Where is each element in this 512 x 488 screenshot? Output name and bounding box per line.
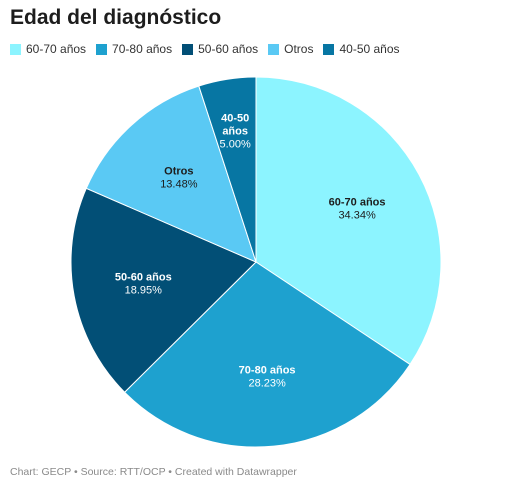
legend-label: Otros (284, 42, 314, 56)
slice-category-label: años (222, 125, 248, 137)
slice-value-label: 13.48% (160, 179, 198, 191)
legend-item: 60-70 años (10, 42, 86, 56)
slice-category-label: 50-60 años (115, 272, 172, 284)
legend-item: Otros (268, 42, 313, 56)
pie-slice (123, 261, 411, 448)
legend-swatch (323, 43, 335, 55)
legend-label: 40-50 años (339, 42, 400, 56)
chart-title: Edad del diagnóstico (10, 6, 222, 29)
slice-value-label: 5.00% (220, 138, 251, 150)
slice-category-label: 40-50 (221, 112, 249, 124)
legend-item: 40-50 años (323, 42, 400, 56)
slice-category-label: 60-70 años (329, 196, 386, 208)
pie-slice (85, 85, 257, 263)
slice-value-label: 18.95% (125, 285, 163, 297)
legend-swatch (268, 43, 280, 55)
legend-swatch (10, 43, 21, 55)
legend-label: 70-80 años (112, 42, 173, 56)
legend-swatch (96, 43, 108, 55)
pie-slice (70, 187, 257, 393)
pie-slice (198, 76, 257, 263)
legend-swatch (182, 43, 194, 55)
slice-category-label: Otros (164, 166, 193, 178)
legend-label: 50-60 años (198, 42, 259, 56)
legend-item: 50-60 años (182, 42, 258, 56)
legend: 60-70 años 70-80 años 50-60 años Otros 40-50… (10, 42, 410, 56)
legend-label: 60-70 años (26, 42, 87, 56)
legend-item: 70-80 años (96, 42, 172, 56)
chart-footer: Chart: GECP • Source: RTT/OCP • Created … (10, 466, 297, 478)
slice-value-label: 34.34% (338, 209, 376, 221)
slice-category-label: 70-80 años (239, 365, 296, 377)
slice-value-label: 28.23% (248, 378, 286, 390)
